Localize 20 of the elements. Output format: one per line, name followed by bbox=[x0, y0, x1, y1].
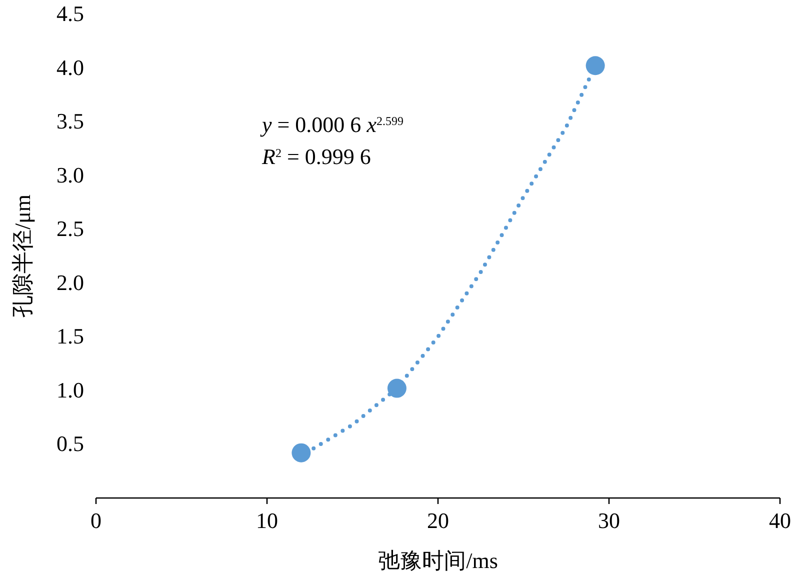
x-axis-title: 弛豫时间/ms bbox=[378, 548, 498, 573]
point bbox=[292, 443, 311, 462]
y-tick-label: 4.0 bbox=[56, 54, 84, 80]
x-tick-label: 10 bbox=[256, 508, 278, 533]
y-tick-label: 2.0 bbox=[56, 270, 84, 295]
y-tick-label: 0.5 bbox=[56, 431, 84, 456]
point bbox=[586, 56, 605, 76]
y-tick-label: 2.5 bbox=[56, 216, 84, 242]
y-tick-label: 1.5 bbox=[56, 324, 84, 349]
y-tick-label: 1.0 bbox=[56, 377, 84, 402]
y-axis-title: 孔隙半径/μm bbox=[10, 194, 35, 318]
x-tick-label: 40 bbox=[769, 508, 791, 533]
annotation: R$^{2}$ = 0.999 6 bbox=[261, 144, 371, 169]
y-tick-label: 3.0 bbox=[56, 162, 84, 188]
x-tick-label: 30 bbox=[598, 508, 620, 533]
x-tick-label: 20 bbox=[427, 508, 449, 533]
x-tick-label: 0 bbox=[90, 508, 102, 533]
y-tick-label: 4.5 bbox=[56, 1, 84, 26]
annotation: y = 0.000 6 x$^{2.599}$ bbox=[260, 112, 404, 137]
y-tick-label: 3.5 bbox=[56, 108, 84, 134]
